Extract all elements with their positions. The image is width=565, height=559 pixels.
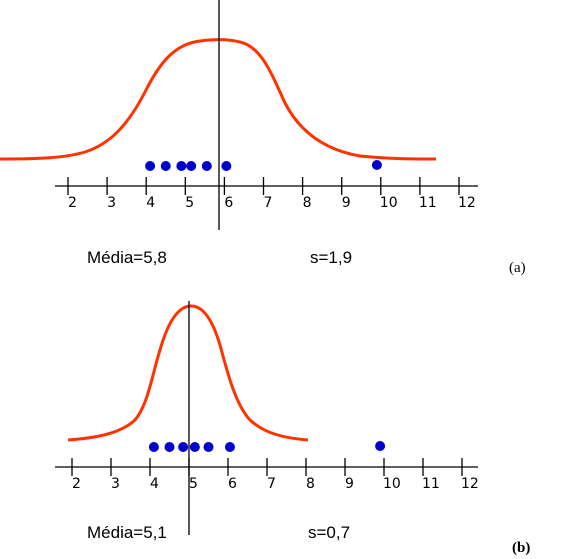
tick-label: 8 bbox=[303, 195, 312, 211]
data-point bbox=[371, 160, 382, 170]
tick-label: 11 bbox=[419, 195, 437, 211]
tick-label: 12 bbox=[461, 476, 479, 492]
panel-b-ticks bbox=[71, 458, 463, 476]
panel-b-tick-labels: 2 3 4 5 6 7 8 9 10 11 12 bbox=[72, 476, 479, 492]
panel-b-sd-label: s=0,7 bbox=[308, 523, 350, 542]
tick-label: 3 bbox=[107, 195, 116, 211]
panel-a: 2 3 4 5 6 7 8 9 10 11 12 Média=5,8 s=1,9 (a) bbox=[0, 0, 526, 276]
data-point bbox=[178, 442, 189, 452]
data-point bbox=[375, 441, 386, 451]
panel-a-ticks bbox=[67, 177, 460, 195]
tick-label: 12 bbox=[458, 195, 476, 211]
tick-label: 4 bbox=[150, 476, 159, 492]
tick-label: 10 bbox=[380, 195, 398, 211]
panel-a-tag: (a) bbox=[509, 260, 526, 276]
tick-label: 5 bbox=[185, 195, 194, 211]
panel-b: 2 3 4 5 6 7 8 9 10 11 12 Média=5,1 s=0,7 (b) bbox=[55, 301, 530, 556]
tick-label: 7 bbox=[267, 476, 276, 492]
tick-label: 11 bbox=[422, 476, 440, 492]
panel-b-data-points bbox=[148, 441, 386, 452]
data-point bbox=[189, 442, 200, 452]
data-point bbox=[176, 161, 187, 171]
tick-label: 2 bbox=[68, 195, 77, 211]
data-point bbox=[221, 161, 232, 171]
data-point bbox=[164, 442, 175, 452]
tick-label: 9 bbox=[345, 476, 354, 492]
data-point bbox=[148, 442, 159, 452]
data-point bbox=[145, 161, 156, 171]
panel-b-curve bbox=[67, 304, 309, 442]
tick-label: 3 bbox=[111, 476, 120, 492]
tick-label: 8 bbox=[306, 476, 315, 492]
panel-a-sd-label: s=1,9 bbox=[310, 248, 352, 267]
data-point bbox=[203, 442, 214, 452]
panel-a-mean-label: Média=5,8 bbox=[87, 248, 167, 267]
data-point bbox=[160, 161, 171, 171]
panel-a-curve bbox=[0, 38, 437, 161]
tick-label: 6 bbox=[228, 476, 237, 492]
panel-a-data-points bbox=[145, 160, 382, 171]
panel-b-tag: (b) bbox=[512, 540, 530, 556]
data-point bbox=[224, 442, 235, 452]
tick-label: 2 bbox=[72, 476, 81, 492]
tick-label: 4 bbox=[146, 195, 155, 211]
tick-label: 7 bbox=[264, 195, 273, 211]
tick-label: 10 bbox=[383, 476, 401, 492]
panel-b-mean-label: Média=5,1 bbox=[87, 523, 167, 542]
tick-label: 5 bbox=[189, 476, 198, 492]
panel-a-tick-labels: 2 3 4 5 6 7 8 9 10 11 12 bbox=[68, 195, 476, 211]
data-point bbox=[201, 161, 212, 171]
tick-label: 9 bbox=[342, 195, 351, 211]
data-point bbox=[186, 161, 197, 171]
tick-label: 6 bbox=[224, 195, 233, 211]
